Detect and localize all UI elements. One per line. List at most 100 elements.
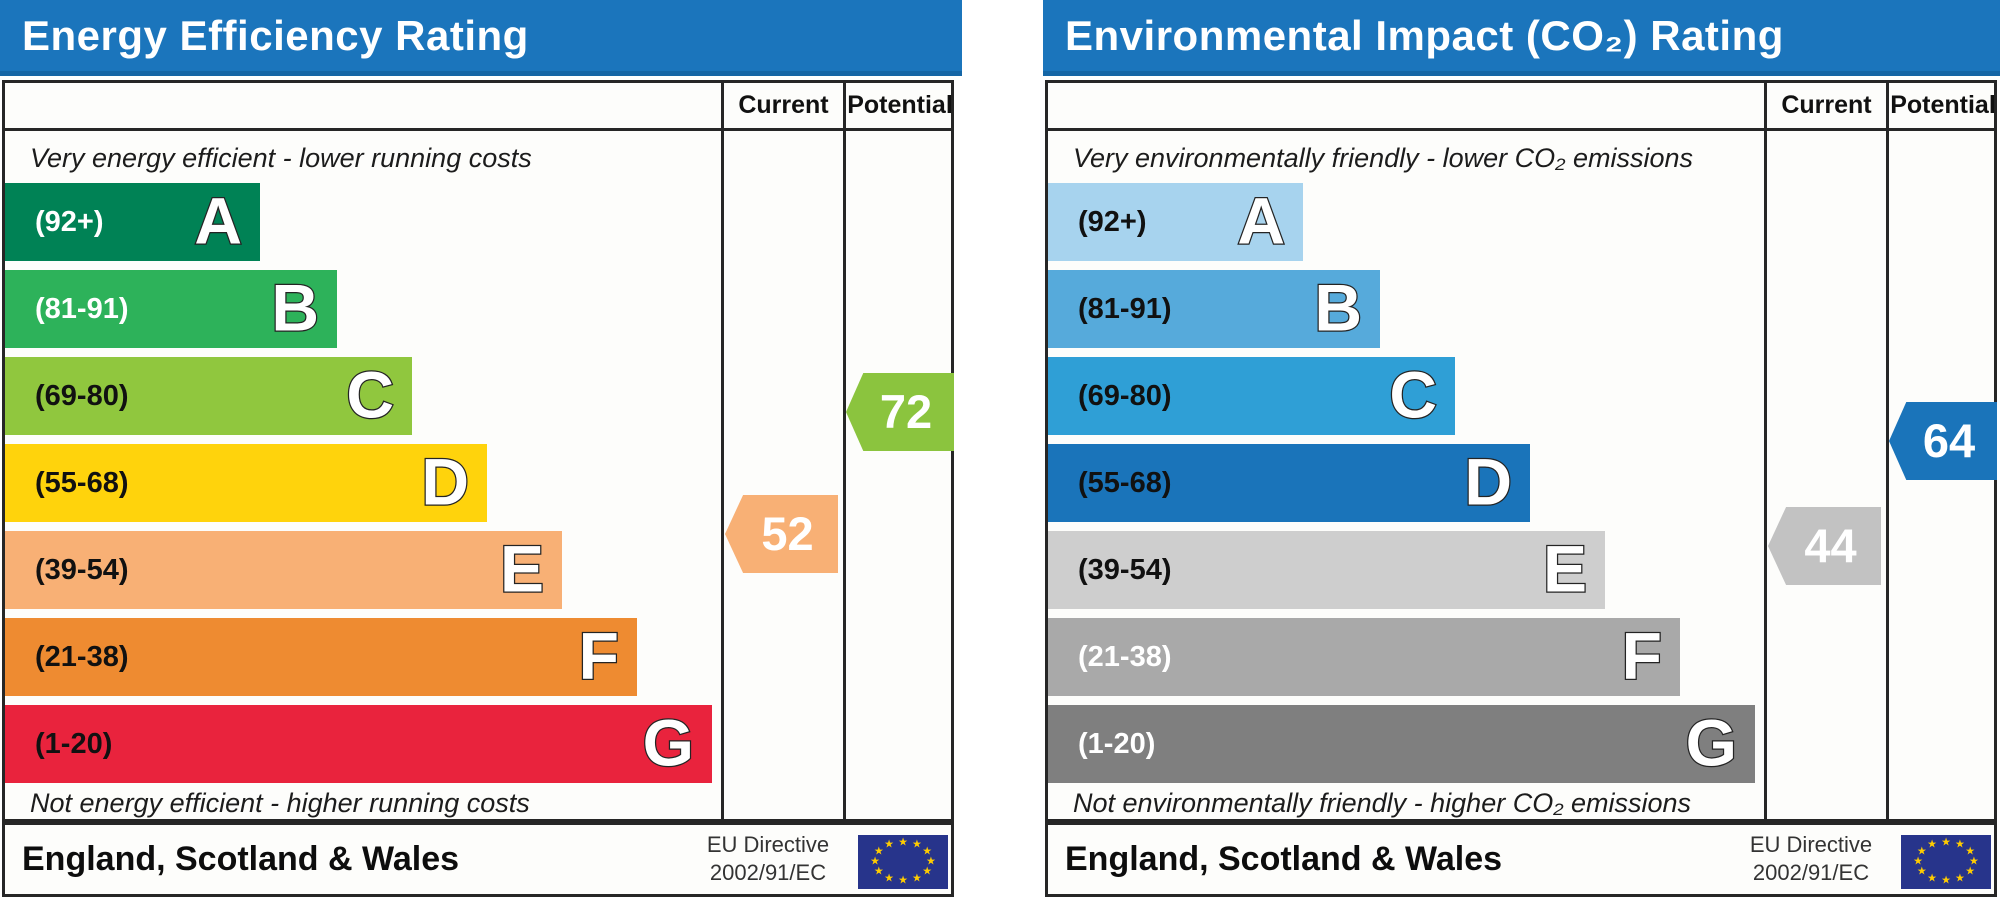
band-letter: F bbox=[577, 618, 620, 693]
eu-flag-star-icon: ★ bbox=[1955, 872, 1965, 885]
band-letter: D bbox=[420, 444, 470, 519]
eu-directive-line2: 2002/91/EC bbox=[1752, 860, 1870, 885]
eu-flag-star-icon: ★ bbox=[1913, 855, 1924, 868]
band-range-label: (39-54) bbox=[35, 553, 129, 586]
band-letter: G bbox=[1684, 705, 1738, 780]
potential-column-header: Potential bbox=[847, 91, 953, 119]
band-letter: F bbox=[1620, 618, 1663, 693]
eu-directive-line1: EU Directive bbox=[706, 832, 830, 857]
eu-flag-star-icon: ★ bbox=[1965, 865, 1976, 878]
band-row-g: (1-20) G bbox=[5, 705, 712, 783]
potential-rating-arrow: 72 bbox=[846, 373, 954, 451]
band-letter: A bbox=[1236, 183, 1286, 258]
band-letter: E bbox=[499, 531, 546, 606]
panel-title: Environmental Impact (CO₂) Rating bbox=[1065, 12, 1784, 59]
band-row-b: (81-91) B bbox=[5, 270, 337, 348]
band-letter: E bbox=[1542, 531, 1589, 606]
band-row-c: (69-80) C bbox=[1048, 357, 1455, 435]
current-column-header: Current bbox=[738, 91, 829, 119]
eu-flag-star-icon: ★ bbox=[1916, 845, 1927, 858]
panel-title-bar: Environmental Impact (CO₂) Rating bbox=[1043, 0, 2000, 76]
eu-directive-label: EU Directive 2002/91/EC bbox=[1731, 831, 1891, 887]
band-range-label: (81-91) bbox=[1078, 292, 1172, 325]
potential-column-header: Potential bbox=[1890, 91, 1996, 119]
band-range-label: (39-54) bbox=[1078, 553, 1172, 586]
header-divider bbox=[2, 128, 954, 131]
panel-title-bar: Energy Efficiency Rating bbox=[0, 0, 962, 76]
band-range-label: (55-68) bbox=[1078, 466, 1172, 499]
top-caption: Very energy efficient - lower running co… bbox=[30, 143, 532, 173]
eu-flag-star-icon: ★ bbox=[884, 838, 894, 851]
footer-box bbox=[1045, 822, 1997, 897]
footer-box bbox=[2, 822, 954, 897]
band-range-label: (92+) bbox=[35, 205, 104, 238]
band-range-label: (21-38) bbox=[1078, 640, 1172, 673]
band-range-label: (69-80) bbox=[35, 379, 129, 412]
band-range-label: (55-68) bbox=[35, 466, 129, 499]
band-row-a: (92+) A bbox=[5, 183, 260, 261]
panel-title: Energy Efficiency Rating bbox=[22, 12, 529, 59]
eu-flag-star-icon: ★ bbox=[922, 865, 933, 878]
band-row-g: (1-20) G bbox=[1048, 705, 1755, 783]
eu-flag-star-icon: ★ bbox=[1941, 836, 1951, 849]
band-row-a: (92+) A bbox=[1048, 183, 1303, 261]
band-row-f: (21-38) F bbox=[1048, 618, 1680, 696]
current-column-divider bbox=[721, 80, 724, 822]
band-range-label: (92+) bbox=[1078, 205, 1147, 238]
eu-directive-line1: EU Directive bbox=[1749, 832, 1873, 857]
band-row-c: (69-80) C bbox=[5, 357, 412, 435]
band-letter: C bbox=[1388, 357, 1438, 432]
eu-flag-star-icon: ★ bbox=[1927, 872, 1937, 885]
band-letter: A bbox=[193, 183, 243, 258]
band-letter: C bbox=[345, 357, 395, 432]
current-rating-arrow: 52 bbox=[725, 495, 838, 573]
current-column-divider bbox=[1764, 80, 1767, 822]
band-letter: G bbox=[641, 705, 695, 780]
eu-flag-star-icon: ★ bbox=[870, 855, 881, 868]
eu-directive-label: EU Directive 2002/91/EC bbox=[688, 831, 848, 887]
potential-rating-arrow: 64 bbox=[1889, 402, 1997, 480]
band-row-b: (81-91) B bbox=[1048, 270, 1380, 348]
band-range-label: (81-91) bbox=[35, 292, 129, 325]
potential-column-divider bbox=[843, 80, 846, 822]
eu-flag-star-icon: ★ bbox=[884, 872, 894, 885]
eu-flag-star-icon: ★ bbox=[898, 874, 908, 887]
bottom-caption: Not energy efficient - higher running co… bbox=[30, 788, 530, 818]
band-range-label: (1-20) bbox=[1078, 727, 1156, 760]
band-row-f: (21-38) F bbox=[5, 618, 637, 696]
eu-flag-star-icon: ★ bbox=[1916, 865, 1927, 878]
eu-flag-star-icon: ★ bbox=[873, 845, 884, 858]
top-caption: Very environmentally friendly - lower CO… bbox=[1073, 143, 1693, 173]
band-range-label: (21-38) bbox=[35, 640, 129, 673]
band-row-e: (39-54) E bbox=[1048, 531, 1605, 609]
eu-flag-star-icon: ★ bbox=[1927, 838, 1937, 851]
bottom-caption: Not environmentally friendly - higher CO… bbox=[1073, 788, 1692, 818]
current-rating-arrow: 44 bbox=[1768, 507, 1881, 585]
eu-flag-star-icon: ★ bbox=[912, 872, 922, 885]
eu-directive-line2: 2002/91/EC bbox=[709, 860, 827, 885]
eu-flag-star-icon: ★ bbox=[1955, 838, 1965, 851]
eu-flag-icon: ★ ★ ★ ★ ★ ★ ★ ★ ★ ★ ★ ★ bbox=[1901, 835, 1991, 889]
eu-flag-star-icon: ★ bbox=[1965, 845, 1976, 858]
eu-flag-star-icon: ★ bbox=[898, 836, 908, 849]
band-row-d: (55-68) D bbox=[5, 444, 487, 522]
eu-flag-star-icon: ★ bbox=[912, 838, 922, 851]
eu-flag-star-icon: ★ bbox=[922, 845, 933, 858]
region-label: England, Scotland & Wales bbox=[22, 840, 460, 878]
band-letter: D bbox=[1463, 444, 1513, 519]
eu-flag-star-icon: ★ bbox=[1968, 855, 1979, 868]
energy-efficiency-panel: Energy Efficiency Rating Current Potenti… bbox=[0, 0, 962, 899]
band-row-d: (55-68) D bbox=[1048, 444, 1530, 522]
current-column-header: Current bbox=[1781, 91, 1872, 119]
eu-flag-icon: ★ ★ ★ ★ ★ ★ ★ ★ ★ ★ ★ ★ bbox=[858, 835, 948, 889]
band-row-e: (39-54) E bbox=[5, 531, 562, 609]
eu-flag-star-icon: ★ bbox=[873, 865, 884, 878]
potential-column-divider bbox=[1886, 80, 1889, 822]
eu-flag-star-icon: ★ bbox=[1941, 874, 1951, 887]
eu-flag-star-icon: ★ bbox=[925, 855, 936, 868]
band-letter: B bbox=[270, 270, 320, 345]
band-range-label: (69-80) bbox=[1078, 379, 1172, 412]
header-divider bbox=[1045, 128, 1997, 131]
region-label: England, Scotland & Wales bbox=[1065, 840, 1503, 878]
band-range-label: (1-20) bbox=[35, 727, 113, 760]
